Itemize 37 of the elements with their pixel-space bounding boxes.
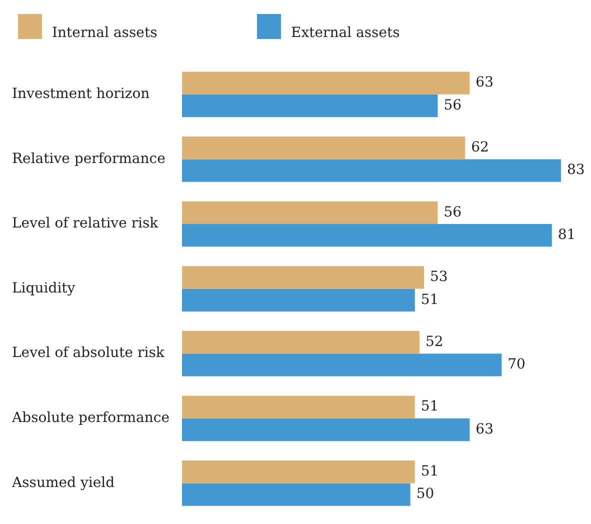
bar (182, 354, 502, 376)
data-label: 63 (476, 421, 494, 438)
data-label: 83 (567, 162, 585, 178)
data-label: 70 (508, 356, 526, 373)
data-label: 51 (420, 464, 439, 480)
data-label: 81 (558, 226, 576, 243)
data-label: 62 (471, 140, 489, 156)
data-label: 56 (444, 97, 462, 114)
bar (182, 201, 438, 224)
data-label: 56 (444, 204, 462, 220)
y-tick-label: Investment horizon (12, 86, 150, 102)
bar (182, 224, 552, 247)
data-label: 50 (416, 486, 434, 502)
bar (182, 136, 466, 160)
bar (182, 460, 415, 484)
data-label: 53 (430, 269, 448, 286)
y-tick-label: Relative performance (12, 150, 166, 167)
data-label: 63 (476, 74, 494, 91)
bar (182, 418, 470, 442)
bar (182, 159, 561, 182)
bar (182, 288, 415, 312)
bar (182, 396, 415, 418)
bar (182, 72, 470, 94)
data-label: 51 (420, 292, 439, 308)
legend-label: Internal assets (52, 25, 158, 41)
y-tick-label: Level of relative risk (12, 216, 159, 232)
legend-label: External assets (291, 25, 400, 41)
y-tick-label: Absolute performance (11, 410, 170, 426)
data-label: 51 (420, 398, 439, 415)
bar (182, 266, 424, 289)
bar (182, 483, 410, 506)
bar (182, 330, 420, 354)
y-tick-label: Liquidity (12, 280, 76, 296)
y-tick-label: Level of absolute risk (12, 345, 165, 362)
bar (182, 94, 438, 118)
data-label: 52 (425, 334, 444, 350)
y-tick-label: Assumed yield (11, 474, 115, 491)
